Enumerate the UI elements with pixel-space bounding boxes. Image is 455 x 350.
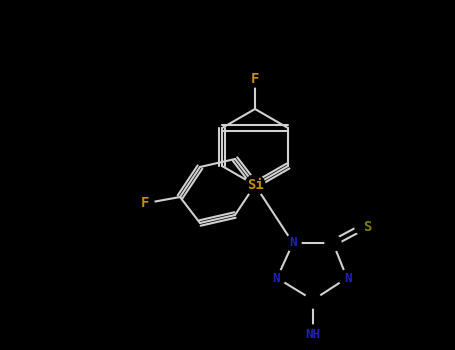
- Circle shape: [325, 235, 341, 251]
- Circle shape: [305, 325, 321, 341]
- Circle shape: [285, 235, 301, 251]
- Circle shape: [269, 270, 285, 286]
- Circle shape: [140, 196, 154, 210]
- Text: NH: NH: [305, 329, 320, 342]
- Circle shape: [339, 270, 355, 286]
- Text: N: N: [344, 272, 352, 285]
- Text: Si: Si: [247, 178, 263, 192]
- Circle shape: [248, 73, 262, 87]
- Text: N: N: [272, 272, 280, 285]
- Text: N: N: [289, 236, 297, 248]
- Circle shape: [245, 175, 265, 195]
- Text: F: F: [141, 196, 149, 210]
- Text: F: F: [251, 72, 259, 86]
- Circle shape: [305, 292, 321, 308]
- Text: S: S: [363, 220, 371, 234]
- Circle shape: [355, 219, 371, 235]
